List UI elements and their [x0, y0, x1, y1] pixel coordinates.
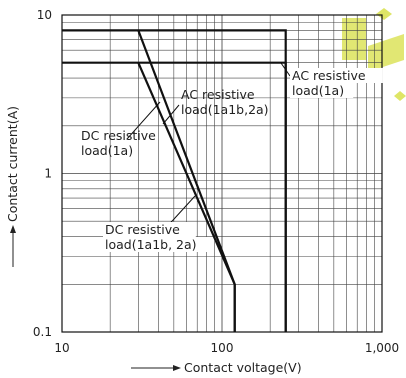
annotation-label: AC resistive — [181, 87, 255, 102]
annotation-background — [290, 68, 383, 83]
x-tick-label: 1,000 — [365, 341, 399, 355]
series-lines — [62, 29, 287, 332]
annotation-leader — [162, 104, 180, 125]
watermark-diamond-top — [376, 8, 392, 20]
series-line-4 — [137, 62, 236, 332]
annotation-label: load(1a1b, 2a) — [105, 237, 197, 252]
watermark-bar — [342, 18, 366, 60]
annotation-background — [290, 83, 354, 98]
annotation-background — [103, 222, 196, 237]
y-axis-title-text: Contact current(A) — [5, 106, 20, 222]
annotation-background — [103, 237, 211, 252]
x-tick-label: 100 — [211, 341, 234, 355]
annotation-leader — [126, 101, 161, 140]
plot-frame — [61, 14, 383, 333]
x-axis-arrow-head — [173, 365, 181, 371]
x-tick-labels: 10 100 1,000 — [54, 341, 399, 355]
x-axis-title-text: Contact voltage(V) — [184, 360, 302, 375]
y-axis-title: Contact current(A) — [5, 106, 20, 267]
x-tick-label: 10 — [54, 341, 69, 355]
x-axis-title: Contact voltage(V) — [131, 360, 302, 375]
annotation-leader — [280, 62, 291, 77]
grid — [61, 14, 383, 333]
y-tick-label: 0.1 — [33, 325, 52, 339]
watermark-logo — [342, 8, 406, 101]
annotation-label: AC resistive — [292, 68, 366, 83]
y-tick-labels: 0.1 1 10 — [33, 8, 52, 339]
watermark-diamond-bottom — [394, 91, 406, 101]
annotation-label: load(1a1b,2a) — [181, 102, 269, 117]
y-tick-label: 10 — [37, 8, 52, 22]
annotation-label: DC resistive — [105, 222, 180, 237]
y-tick-label: 1 — [44, 167, 52, 181]
y-axis-arrow-head — [10, 225, 16, 233]
annotation-label: load(1a) — [81, 143, 133, 158]
series-line-2 — [62, 61, 287, 332]
annotation-label: load(1a) — [292, 83, 344, 98]
annotation-label: DC resistive — [81, 128, 156, 143]
